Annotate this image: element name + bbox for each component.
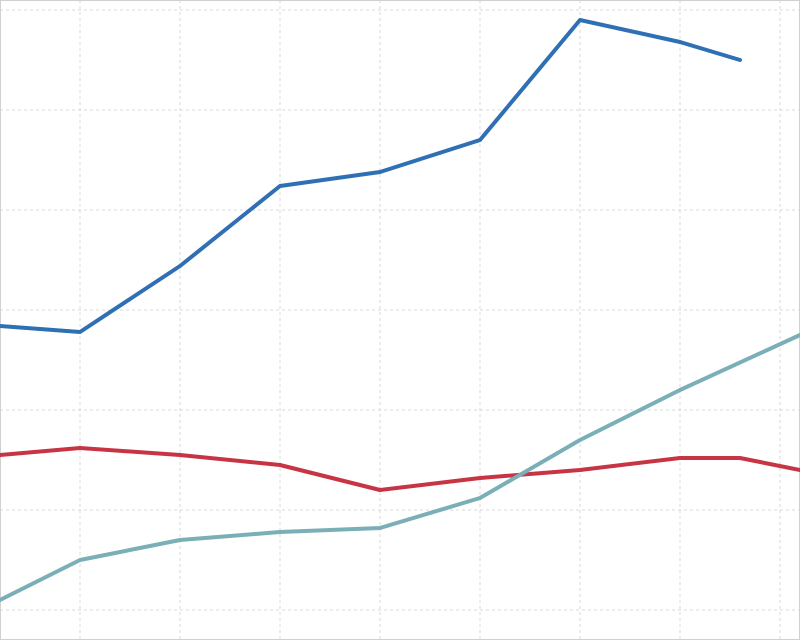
line-chart [0, 0, 800, 640]
chart-canvas [0, 0, 800, 640]
